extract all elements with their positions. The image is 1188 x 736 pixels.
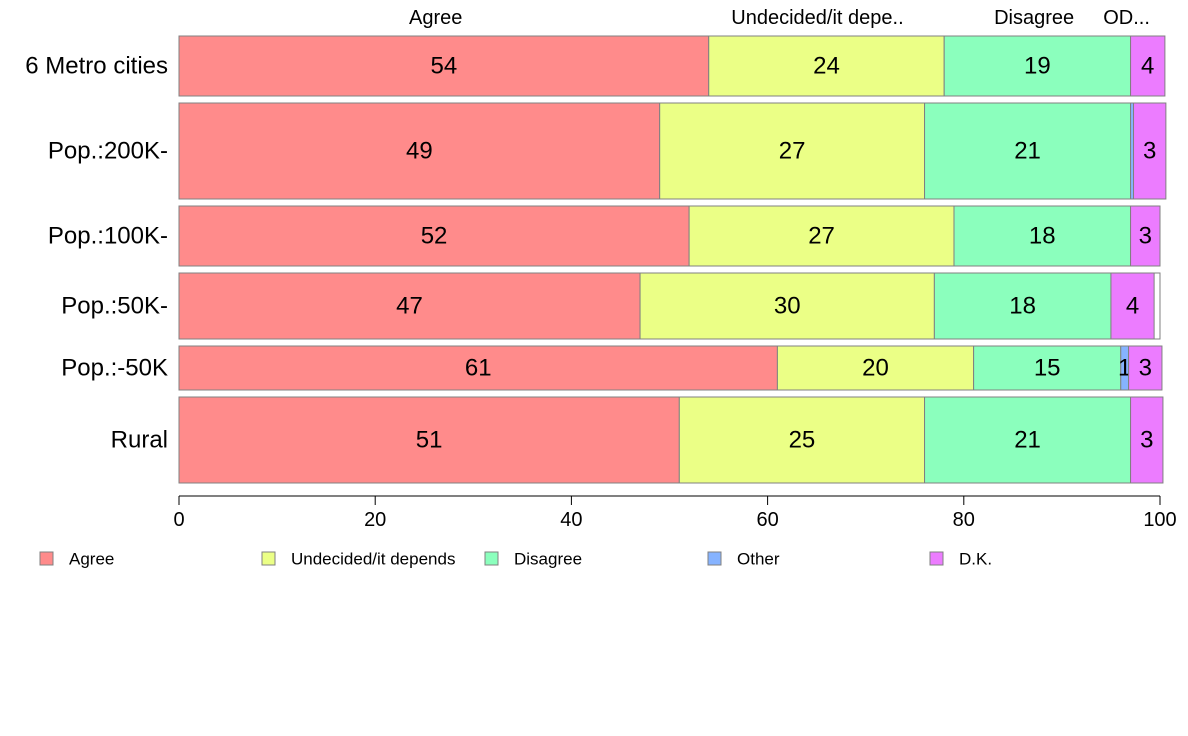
legend-swatch <box>929 551 944 566</box>
bar-segment-d-k <box>1130 35 1166 97</box>
data-label: 3 <box>1139 223 1152 250</box>
data-label: 25 <box>789 427 816 454</box>
top-category-labels: Agree Undecided/it depe.. Disagree OD... <box>409 7 1150 29</box>
x-axis: 0 20 40 60 80 100 <box>173 495 1177 531</box>
x-tick-label: 0 <box>173 509 184 531</box>
bar-segment-undecided-it-depends <box>659 102 926 200</box>
data-label: 3 <box>1139 355 1152 382</box>
top-label-agree: Agree <box>409 7 462 29</box>
bar-segment-disagree <box>933 272 1112 340</box>
data-label: 30 <box>774 293 801 320</box>
bar-segment-agree <box>178 345 778 391</box>
top-label-undecided-it-depends: Undecided/it depe.. <box>731 7 903 29</box>
data-label: 49 <box>406 138 433 165</box>
data-label: 61 <box>465 355 492 382</box>
bar-segment-disagree <box>924 102 1132 200</box>
legend-label: Agree <box>69 550 114 569</box>
legend-label: D.K. <box>959 550 992 569</box>
data-label: 3 <box>1140 427 1153 454</box>
data-label: 27 <box>808 223 835 250</box>
data-label: 20 <box>862 355 889 382</box>
data-label: 3 <box>1143 138 1156 165</box>
data-label: 47 <box>396 293 423 320</box>
bar-segment-disagree <box>943 35 1132 97</box>
category-label: Pop.:50K- <box>61 293 168 320</box>
legend-label: Undecided/it depends <box>291 550 455 569</box>
bar-segment-undecided-it-depends <box>708 35 945 97</box>
bar-segment-undecided-it-depends <box>639 272 935 340</box>
legend-swatch <box>484 551 499 566</box>
data-label: 19 <box>1024 53 1051 80</box>
legend-item-agree: Agree <box>39 550 114 569</box>
bar-segment-d-k <box>1110 272 1155 340</box>
x-tick-label: 100 <box>1143 509 1176 531</box>
top-label-disagree: Disagree <box>994 7 1074 29</box>
data-label: 18 <box>1029 223 1056 250</box>
bar-segment-agree <box>178 102 661 200</box>
bar-segment-disagree <box>973 345 1122 391</box>
bar-segment-undecided-it-depends <box>688 205 955 267</box>
data-label: 54 <box>431 53 458 80</box>
row-pop-50k: Pop.:50K- 47 30 18 4 <box>61 272 1161 340</box>
legend-item-undecided-it-depends: Undecided/it depends <box>261 550 455 569</box>
legend-label: Disagree <box>514 550 582 569</box>
category-label: Pop.:200K- <box>48 138 168 165</box>
data-label: 52 <box>421 223 448 250</box>
data-label: 18 <box>1009 293 1036 320</box>
top-label-other: OD... <box>1103 7 1150 29</box>
data-label: 24 <box>813 53 840 80</box>
x-tick-label: 20 <box>364 509 386 531</box>
bar-segment-agree <box>178 396 680 484</box>
data-label: 21 <box>1014 138 1041 165</box>
data-label: 4 <box>1126 293 1139 320</box>
category-label: Rural <box>111 427 168 454</box>
legend-swatch <box>707 551 722 566</box>
bar-segment-disagree <box>924 396 1132 484</box>
bar-segment-d-k <box>1128 345 1163 391</box>
row-rural: Rural 51 25 21 3 <box>111 396 1164 484</box>
data-label: 4 <box>1141 53 1154 80</box>
legend: Agree Undecided/it depends Disagree Other D.… <box>39 550 992 569</box>
bar-segment-d-k <box>1130 205 1161 267</box>
row-pop-100k: Pop.:100K- 52 27 18 3 <box>48 205 1161 267</box>
bar-segment-disagree <box>953 205 1132 267</box>
legend-item-disagree: Disagree <box>484 550 582 569</box>
bar-segment-d-k <box>1130 396 1164 484</box>
category-label: Pop.:100K- <box>48 223 168 250</box>
data-label: 1 <box>1118 355 1131 382</box>
category-label: 6 Metro cities <box>25 53 168 80</box>
data-label: 21 <box>1014 427 1041 454</box>
legend-item-other: Other <box>707 550 780 569</box>
legend-swatch <box>39 551 54 566</box>
x-tick-label: 40 <box>560 509 582 531</box>
bar-segment-d-k <box>1133 102 1167 200</box>
bar-segment-agree <box>178 205 690 267</box>
data-label: 15 <box>1034 355 1061 382</box>
x-tick-label: 60 <box>756 509 778 531</box>
row-pop-200k: Pop.:200K- 49 27 21 3 <box>48 102 1167 200</box>
legend-label: Other <box>737 550 780 569</box>
row-pop-50k: Pop.:-50K 61 20 15 1 3 <box>61 345 1163 391</box>
data-label: 27 <box>779 138 806 165</box>
data-label: 51 <box>416 427 443 454</box>
bar-segment-agree <box>178 35 710 97</box>
legend-item-d-k: D.K. <box>929 550 992 569</box>
x-tick-label: 80 <box>953 509 975 531</box>
row-6-metro-cities: 6 Metro cities 54 24 19 4 <box>25 35 1166 97</box>
category-label: Pop.:-50K <box>61 355 168 382</box>
legend-swatch <box>261 551 276 566</box>
bar-segment-undecided-it-depends <box>678 396 926 484</box>
